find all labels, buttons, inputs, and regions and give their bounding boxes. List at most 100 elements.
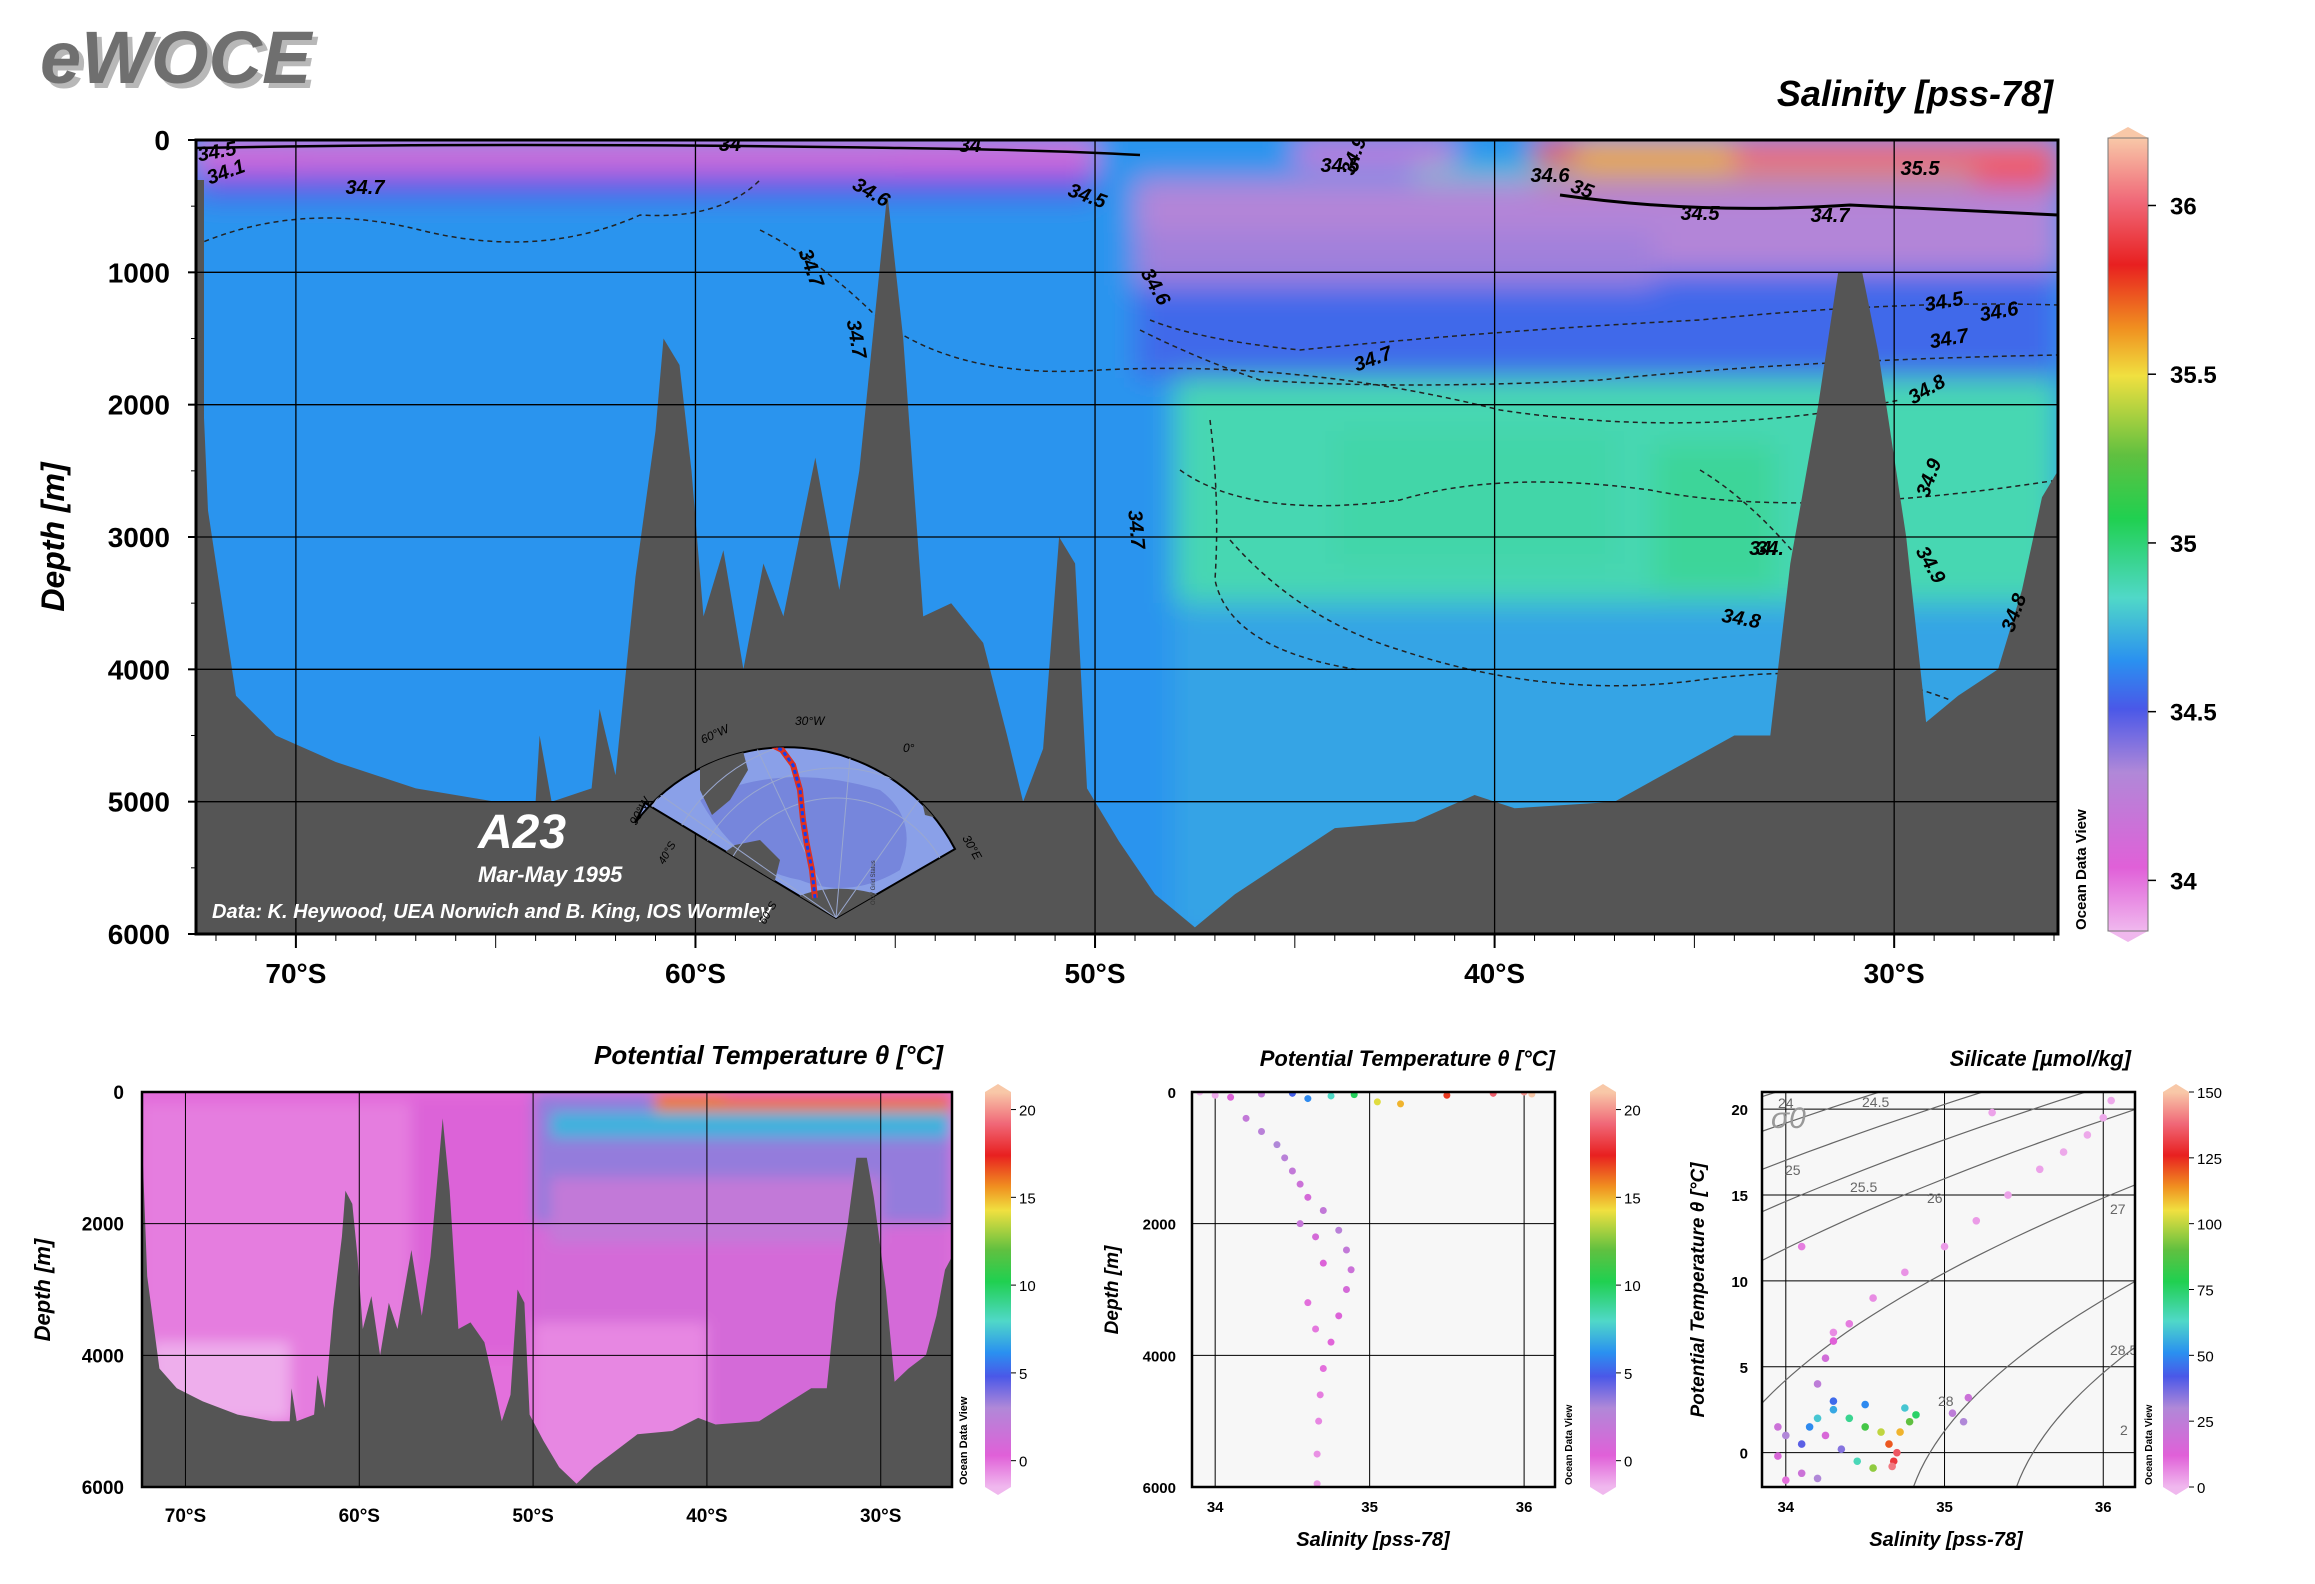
ts-y-tick-label: 0 [1740, 1446, 1748, 1463]
ts-point [1805, 1423, 1814, 1431]
ts-point [1813, 1380, 1822, 1388]
ts-point [1888, 1462, 1896, 1471]
profile-colorbar-tick-label: 20 [1624, 1103, 1641, 1120]
temp-section-y-ticks: 0 2000 4000 6000 [82, 1083, 124, 1499]
profile-point [1443, 1092, 1451, 1099]
profile-point [1273, 1141, 1281, 1149]
profile-colorbar-tick-label: 0 [1624, 1454, 1632, 1471]
temp-section-gridlines [142, 1092, 952, 1487]
ts-point [1885, 1440, 1893, 1448]
profile-point [1258, 1128, 1266, 1135]
ts-point [2083, 1131, 2092, 1139]
ts-sigma-symbol: σ0 [1771, 1102, 1806, 1135]
profile-x-label: Salinity [pss-78] [1296, 1529, 1451, 1551]
ts-diagram-panel: Silicate [µmol/kg] 24 24.52525.526272828.… [1688, 1046, 2222, 1551]
contour-label: 35.5 [1901, 158, 1941, 180]
profile-y-tick-label: 6000 [1143, 1480, 1176, 1497]
inset-lat-circle [715, 797, 955, 918]
ts-point [1861, 1400, 1869, 1409]
profile-point [1373, 1098, 1381, 1106]
temp-colorbar-tick-label: 0 [1019, 1454, 1027, 1471]
main-colorbar [2108, 138, 2148, 931]
profile-point [1304, 1193, 1312, 1201]
ts-title: Silicate [µmol/kg] [1950, 1046, 2132, 1071]
ts-point [1821, 1354, 1830, 1362]
temp-y-tick-label: 2000 [82, 1215, 124, 1236]
ts-point [1829, 1397, 1838, 1405]
profile-point [1296, 1220, 1304, 1228]
profile-point [1342, 1286, 1350, 1293]
logo-shadow: eWOCE [45, 21, 319, 104]
ts-point [1797, 1469, 1806, 1478]
ts-point [1845, 1320, 1854, 1328]
main-y-tick-label: 0 [154, 125, 170, 156]
contour-label: 34.5 [1681, 203, 1721, 225]
ts-point [1896, 1428, 1904, 1436]
profile-point [1313, 1480, 1321, 1487]
ts-colorbar-tick-label: 75 [2197, 1283, 2214, 1300]
ts-isopycnal-line [1912, 1280, 2135, 1487]
main-x-tick-label: 70°S [265, 958, 326, 989]
ts-x-label: Salinity [pss-78] [1869, 1529, 2024, 1551]
main-colorbar-tick-label: 36 [2170, 193, 2197, 220]
profile-point [1319, 1259, 1327, 1267]
ts-point [1959, 1417, 1968, 1426]
profile-title: Potential Temperature θ [°C] [1260, 1046, 1556, 1071]
ts-isopycnal-label: 28 [1938, 1393, 1954, 1409]
profile-y-label: Depth [m] [1102, 1245, 1123, 1334]
ts-point [1893, 1448, 1901, 1457]
ts-isopycnal-line [1762, 1092, 1983, 1171]
profile-gridlines [1192, 1092, 1555, 1487]
ts-point [1905, 1417, 1914, 1426]
ts-frame [1760, 1090, 2137, 1489]
ts-y-tick-label: 15 [1731, 1188, 1748, 1205]
ts-colorbar-bottom-cap [2163, 1487, 2189, 1495]
profile-scatter-panel: Potential Temperature θ [°C] 0 2000 4000 60… [1102, 1046, 1641, 1551]
profile-x-ticks: 34 35 36 [1207, 1499, 1533, 1516]
ts-isopycnal-label: 25.5 [1850, 1179, 1877, 1195]
main-bathymetry [196, 192, 2058, 934]
temp-section-y-label: Depth [m] [30, 1238, 55, 1341]
profile-x-tick-label: 35 [1361, 1499, 1378, 1516]
ts-point [1901, 1404, 1909, 1412]
main-x-ticks: 70°S 60°S 50°S 40°S 30°S [215, 934, 2055, 989]
ts-gridlines [1762, 1092, 2135, 1487]
ts-point [1782, 1476, 1790, 1484]
main-x-tick-label: 60°S [665, 958, 726, 989]
profile-point [1281, 1154, 1289, 1162]
temp-field-detail [550, 1177, 881, 1244]
ewoce-logo: eWOCE [40, 16, 314, 99]
inset-map-small-text: ODV Grid Status [871, 860, 877, 905]
ts-point [1948, 1409, 1957, 1417]
main-contour-line [1179, 469, 2058, 507]
main-field-detail [1294, 140, 1455, 167]
ts-point [1782, 1431, 1790, 1440]
profile-point [1335, 1312, 1343, 1320]
ts-point [1988, 1108, 1996, 1117]
main-contour-line [1209, 419, 1361, 671]
ts-point [1845, 1414, 1854, 1423]
ts-isopycnal-label: 27 [2110, 1201, 2126, 1217]
profile-point [1342, 1246, 1350, 1254]
main-odv-label: Ocean Data View [2073, 809, 2090, 930]
profile-colorbar-top-cap [1590, 1084, 1616, 1092]
profile-colorbar-tick-label: 15 [1624, 1190, 1641, 1207]
profile-colorbar-tick-label: 10 [1624, 1278, 1641, 1295]
ts-plot-background [1762, 1092, 2135, 1487]
profile-point [1315, 1417, 1323, 1425]
temp-y-tick-label: 6000 [82, 1478, 124, 1499]
main-contour-line [1149, 303, 2058, 351]
profile-point [1350, 1092, 1358, 1099]
ts-isopycnal-line [2015, 1346, 2135, 1487]
ts-isopycnal-label: 28.5 [2110, 1342, 2137, 1358]
profile-colorbar-bar [1590, 1092, 1616, 1487]
main-colorbar-bottom-cap [2108, 931, 2148, 942]
ts-point [2107, 1096, 2115, 1105]
ts-isopycnal-line [1762, 1092, 2086, 1213]
profile-point [1312, 1233, 1320, 1241]
main-x-tick-label: 50°S [1065, 958, 1126, 989]
main-colorbar-tick-label: 34.5 [2170, 700, 2217, 727]
inset-map-cruise-stations [771, 747, 817, 899]
profile-point [1528, 1092, 1536, 1098]
